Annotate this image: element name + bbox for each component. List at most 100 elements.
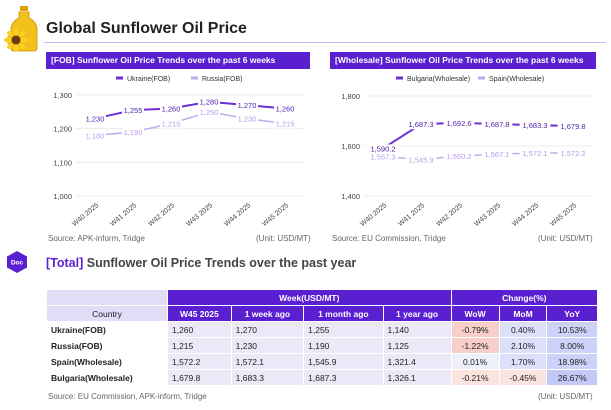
data-label-bg [443, 151, 475, 161]
data-label-bg [443, 118, 475, 128]
country-cell: Ukraine(FOB) [46, 321, 168, 338]
y-tick-label: 1,600 [341, 142, 360, 151]
data-label: 1,567.1 [484, 150, 509, 159]
x-tick-label: W42 2025 [435, 202, 464, 228]
legend-label: Russia(FOB) [202, 76, 242, 83]
data-label-bg [405, 155, 437, 165]
price-cell: 1,270 [230, 321, 305, 338]
data-label-bg [557, 148, 589, 158]
data-label: 1,590.2 [370, 144, 395, 153]
data-label: 1,255 [124, 106, 143, 115]
data-label: 1,683.3 [522, 121, 547, 130]
change-cell: -0.79% [450, 321, 500, 338]
country-cell: Spain(Wholesale) [46, 353, 168, 370]
legend-label: Spain(Wholesale) [489, 76, 544, 83]
wholesale-panel-title: [Wholesale] Sunflower Oil Price Trends o… [330, 52, 596, 69]
price-cell: 1,572.2 [166, 353, 232, 370]
table-title-prefix: [Total] [46, 256, 84, 270]
doc-hexagon-icon: Doc [7, 251, 27, 273]
fob-line-chart: Ukraine(FOB) Russia(FOB) 1,000 1,100 1,200 1,… [53, 76, 304, 228]
change-cell: -1.22% [450, 337, 500, 354]
column-header: W45 2025 [166, 305, 232, 322]
column-header: 1 week ago [230, 305, 305, 322]
data-label-bg [367, 152, 399, 162]
price-cell: 1,321.4 [382, 353, 452, 370]
data-label-bg [274, 119, 296, 129]
x-tick-label: W43 2025 [473, 202, 502, 228]
price-cell: 1,679.8 [166, 369, 232, 386]
x-tick-label: W43 2025 [185, 202, 214, 228]
data-label: 1,215 [162, 120, 181, 129]
data-label-bg [519, 148, 551, 158]
change-cell: 8.00% [546, 337, 598, 354]
price-cell: 1,683.3 [230, 369, 305, 386]
data-label-bg [236, 101, 258, 111]
data-label-bg [198, 107, 220, 117]
price-cell: 1,572.1 [230, 353, 305, 370]
data-label: 1,260 [162, 104, 181, 113]
data-label: 1,692.6 [446, 119, 471, 128]
data-label: 1,190 [124, 128, 143, 137]
data-label: 1,687.8 [484, 120, 509, 129]
data-label-bg [405, 120, 437, 130]
data-label: 1,557.3 [370, 153, 395, 162]
price-cell: 1,326.1 [382, 369, 452, 386]
doc-icon-label: Doc [11, 260, 24, 267]
table-body: Ukraine(FOB) 1,260 1,270 1,255 1,140 -0.79% 0.… [46, 321, 598, 386]
table-column-header-row: Country W45 2025 1 week ago 1 month ago 1 ye… [46, 305, 598, 322]
data-label: 1,679.8 [560, 122, 585, 131]
table-group-header-row: Week(USD/MT) Change(%) [46, 289, 599, 306]
table-source: Source: EU Commission, APK-inform, Tridg… [48, 392, 207, 401]
price-cell: 1,687.3 [303, 369, 384, 386]
change-group-header: Change(%) [450, 289, 599, 306]
column-header: Country [46, 305, 168, 322]
data-label-bg [84, 114, 106, 124]
country-cell: Russia(FOB) [46, 337, 168, 354]
change-cell: 1.70% [498, 353, 548, 370]
data-label-bg [122, 106, 144, 116]
fob-source: Source: APK-inform, Tridge [48, 234, 145, 243]
column-header: MoM [498, 305, 548, 322]
x-tick-label: W45 2025 [549, 202, 578, 228]
change-cell: 0.01% [450, 353, 500, 370]
data-label: 1,687.3 [408, 120, 433, 129]
data-label-bg [519, 121, 551, 131]
data-label: 1,560.2 [446, 152, 471, 161]
data-label: 1,280 [200, 98, 219, 107]
data-label-bg [274, 104, 296, 114]
data-label: 1,572.1 [522, 149, 547, 158]
data-label-bg [160, 104, 182, 114]
data-label: 1,250 [200, 108, 219, 117]
x-tick-label: W40 2025 [71, 202, 100, 228]
x-tick-label: W45 2025 [261, 202, 290, 228]
table-unit: (Unit: USD/MT) [538, 392, 593, 401]
data-label: 1,545.9 [408, 156, 433, 165]
data-label-bg [367, 144, 399, 154]
column-header: 1 year ago [382, 305, 452, 322]
x-tick-label: W44 2025 [511, 202, 540, 228]
price-cell: 1,140 [382, 321, 452, 338]
change-cell: 10.53% [546, 321, 598, 338]
price-cell: 1,230 [230, 337, 305, 354]
table-row: Bulgaria(Wholesale) 1,679.8 1,683.3 1,687.3… [46, 369, 598, 386]
price-cell: 1,255 [303, 321, 384, 338]
title-divider [44, 42, 606, 43]
price-cell: 1,190 [303, 337, 384, 354]
y-tick-label: 1,400 [341, 192, 360, 201]
data-label: 1,230 [86, 115, 105, 124]
data-label: 1,230 [238, 115, 257, 124]
wholesale-source: Source: EU Commission, Tridge [332, 234, 446, 243]
data-label-bg [198, 97, 220, 107]
column-header: WoW [450, 305, 500, 322]
data-label: 1,572.2 [560, 149, 585, 158]
table-title-text: Sunflower Oil Price Trends over the past… [83, 256, 357, 270]
price-cell: 1,125 [382, 337, 452, 354]
table-row: Spain(Wholesale) 1,572.2 1,572.1 1,545.9 1,3… [46, 353, 598, 370]
price-cell: 1,215 [166, 337, 232, 354]
data-label: 1,180 [86, 131, 105, 140]
week-group-header: Week(USD/MT) [166, 289, 452, 306]
change-cell: 18.98% [546, 353, 598, 370]
sunflower-oil-bottle-icon [4, 6, 38, 52]
x-tick-label: W40 2025 [359, 202, 388, 228]
data-label-bg [557, 122, 589, 132]
